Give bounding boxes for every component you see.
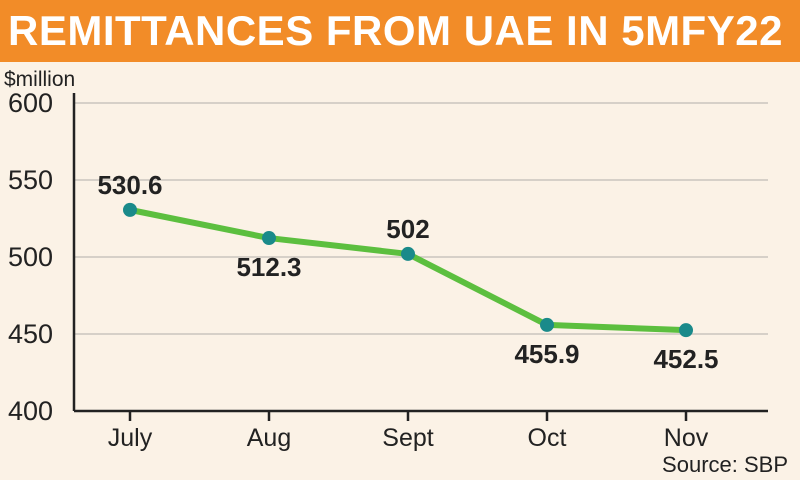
x-tick-label-oct: Oct <box>528 424 567 452</box>
source-note: Source: SBP <box>662 452 788 477</box>
data-label: 512.3 <box>236 252 301 282</box>
x-tick-label-july: July <box>108 424 153 452</box>
data-point-july <box>123 202 137 217</box>
data-label: 455.9 <box>514 339 579 369</box>
data-label: 530.6 <box>97 170 162 200</box>
y-tick-label: 600 <box>8 88 53 118</box>
chart-title: REMITTANCES FROM UAE IN 5MFY22 <box>8 7 783 54</box>
data-label: 452.5 <box>653 344 718 374</box>
y-tick-label: 450 <box>8 319 53 349</box>
y-axis-label: $million <box>4 68 75 91</box>
y-tick-label: 500 <box>8 242 53 272</box>
x-tick-label-nov: Nov <box>664 424 709 452</box>
y-tick-label: 550 <box>8 165 53 195</box>
data-point-sept <box>401 246 415 261</box>
y-tick-label: 400 <box>8 396 53 426</box>
data-point-oct <box>540 317 554 332</box>
x-tick-label-aug: Aug <box>247 424 291 452</box>
data-label: 502 <box>386 214 429 244</box>
title-bar: REMITTANCES FROM UAE IN 5MFY22 <box>0 0 800 62</box>
data-point-aug <box>262 231 276 246</box>
x-tick-label-sept: Sept <box>382 424 433 452</box>
data-point-nov <box>679 323 693 338</box>
